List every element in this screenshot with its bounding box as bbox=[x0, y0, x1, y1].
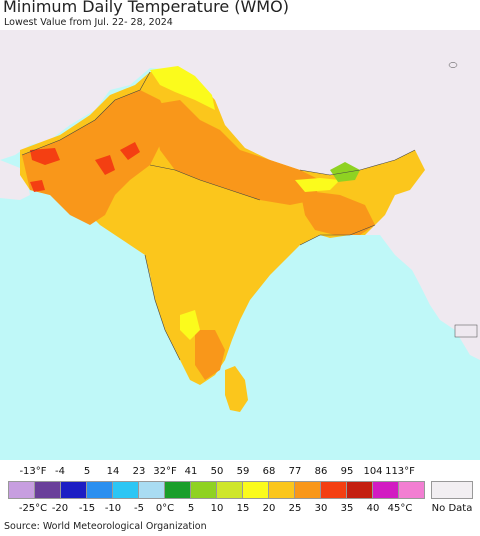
zone-red-1 bbox=[30, 148, 60, 165]
border-lines bbox=[21, 71, 416, 361]
legend-swatch bbox=[398, 481, 425, 499]
source-credit: Source: World Meteorological Organizatio… bbox=[4, 521, 207, 532]
legend-f-label: 41 bbox=[184, 466, 198, 477]
legend-f-label: 23 bbox=[132, 466, 146, 477]
legend-swatch bbox=[294, 481, 321, 499]
legend-f-label: 77 bbox=[288, 466, 302, 477]
legend-f-label: -4 bbox=[55, 466, 65, 477]
legend-c-label: -20 bbox=[51, 503, 69, 514]
legend-swatch bbox=[8, 481, 35, 499]
legend-c-label: -10 bbox=[104, 503, 122, 514]
legend-f-label: 5 bbox=[83, 466, 91, 477]
legend-f-label: 59 bbox=[236, 466, 250, 477]
legend-swatch bbox=[216, 481, 243, 499]
legend-c-label: 45°C bbox=[387, 503, 413, 514]
legend-f-label: 50 bbox=[210, 466, 224, 477]
legend-c-label: 40 bbox=[366, 503, 380, 514]
legend-f-label: 14 bbox=[106, 466, 120, 477]
zone-red-3 bbox=[120, 142, 140, 160]
zone-green-bhutan bbox=[330, 162, 360, 182]
legend-swatch bbox=[138, 481, 165, 499]
legend-swatch bbox=[190, 481, 217, 499]
zone-red-2 bbox=[95, 155, 115, 175]
map-title: Minimum Daily Temperature (WMO) bbox=[3, 0, 289, 16]
legend-f-label: -13°F bbox=[19, 466, 47, 477]
legend-swatch bbox=[34, 481, 61, 499]
legend-c-label: 35 bbox=[340, 503, 354, 514]
temperature-map bbox=[0, 30, 480, 460]
legend-no-data-label: No Data bbox=[431, 503, 473, 514]
legend-swatch bbox=[268, 481, 295, 499]
island-1 bbox=[448, 62, 458, 68]
legend-f-label: 104 bbox=[363, 466, 383, 477]
legend-f-label: 113°F bbox=[385, 466, 415, 477]
zone-orange-east bbox=[300, 190, 375, 235]
zone-red-4 bbox=[30, 180, 45, 192]
legend-c-label: 30 bbox=[314, 503, 328, 514]
legend-c-label: 5 bbox=[187, 503, 195, 514]
legend-c-label: -15 bbox=[78, 503, 96, 514]
zone-orange-pakistan bbox=[22, 90, 170, 225]
zone-orange-south bbox=[195, 330, 225, 380]
legend-c-label: -25°C bbox=[18, 503, 48, 514]
legend-f-label: 32°F bbox=[153, 466, 177, 477]
zone-yellow-central bbox=[180, 310, 200, 340]
legend-c-label: 20 bbox=[262, 503, 276, 514]
legend-swatch bbox=[112, 481, 139, 499]
legend-swatch bbox=[60, 481, 87, 499]
legend-c-label: 15 bbox=[236, 503, 250, 514]
island-2 bbox=[454, 324, 478, 338]
sri-lanka bbox=[225, 366, 248, 412]
legend-c-label: 10 bbox=[210, 503, 224, 514]
legend-f-label: 86 bbox=[314, 466, 328, 477]
zone-orange-north bbox=[150, 100, 320, 205]
legend-swatch bbox=[164, 481, 191, 499]
land-outside bbox=[0, 30, 480, 360]
legend-c-label: -5 bbox=[134, 503, 144, 514]
legend-c-label: 0°C bbox=[155, 503, 175, 514]
legend-f-label: 95 bbox=[340, 466, 354, 477]
legend-f-label: 68 bbox=[262, 466, 276, 477]
legend-c-label: 25 bbox=[288, 503, 302, 514]
map-subtitle: Lowest Value from Jul. 22- 28, 2024 bbox=[4, 17, 173, 28]
zone-yellow-north bbox=[150, 66, 215, 110]
legend-no-data-swatch bbox=[431, 481, 473, 499]
legend-swatch bbox=[242, 481, 269, 499]
legend-swatch bbox=[86, 481, 113, 499]
legend-swatch bbox=[320, 481, 347, 499]
legend-swatch bbox=[372, 481, 399, 499]
legend-swatch bbox=[346, 481, 373, 499]
zone-yellow-east bbox=[295, 178, 340, 192]
